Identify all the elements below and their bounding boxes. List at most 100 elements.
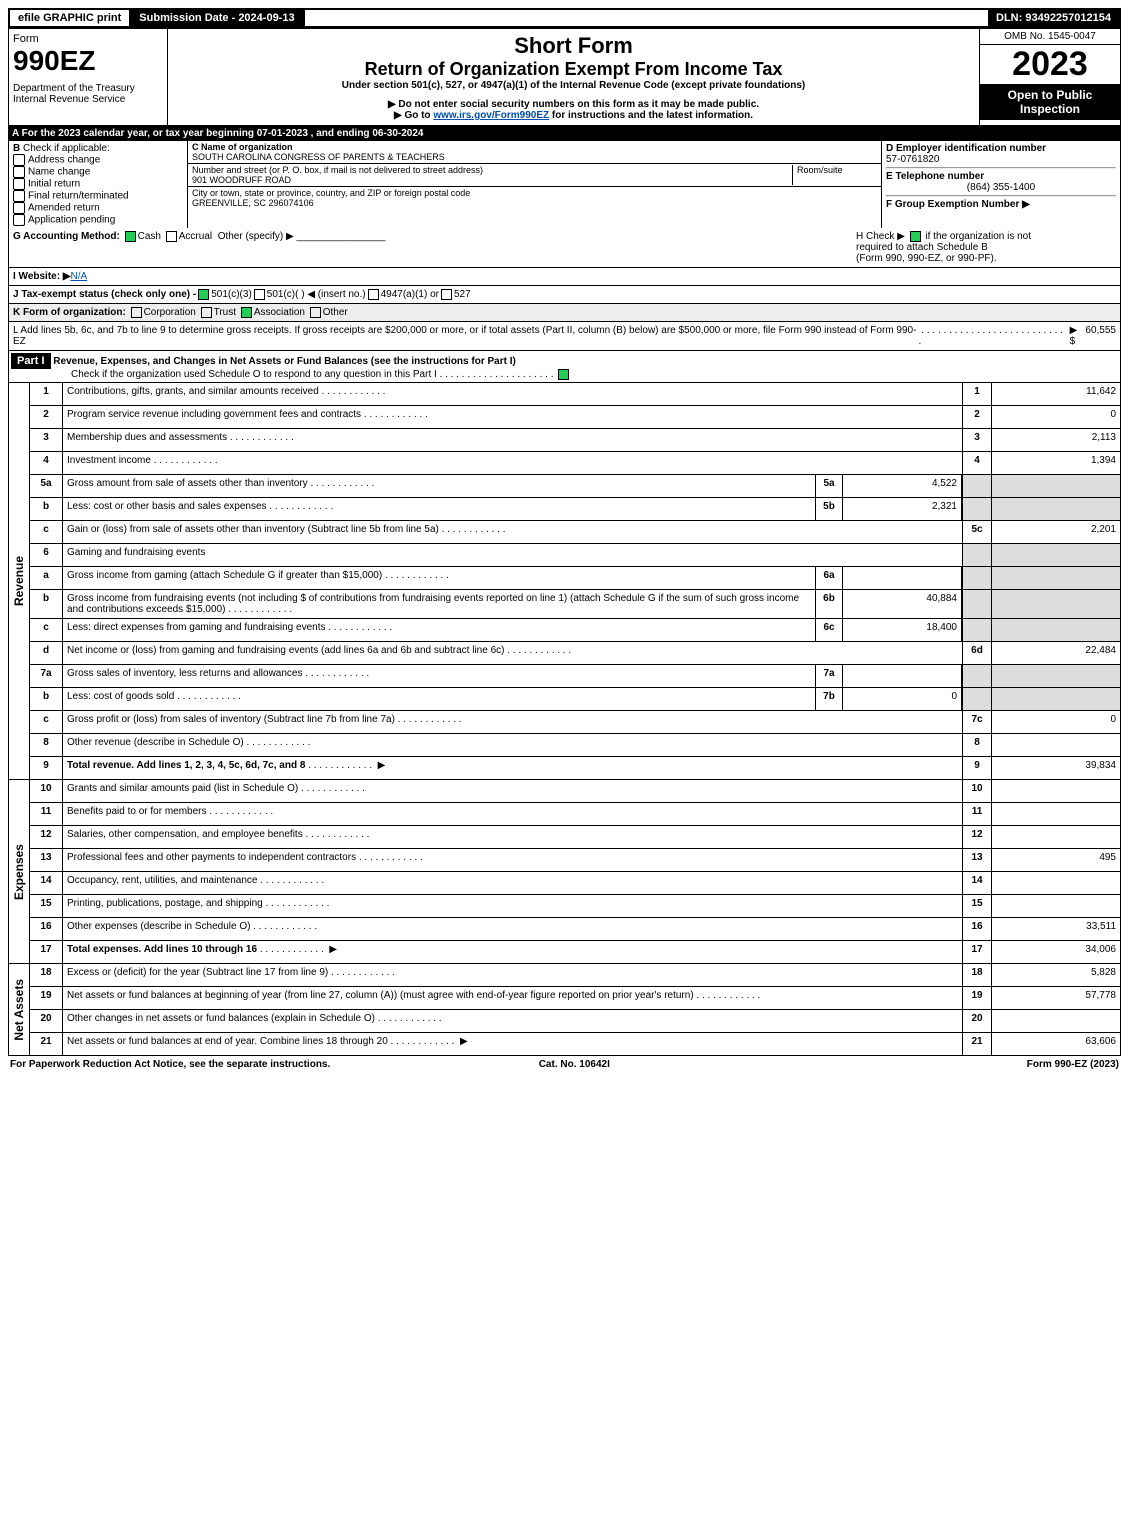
check-initial[interactable]: [13, 178, 25, 190]
check-other-org[interactable]: [310, 307, 321, 318]
page-footer: For Paperwork Reduction Act Notice, see …: [8, 1056, 1121, 1073]
ln-cell: 9: [962, 757, 992, 779]
line-l13: 13Professional fees and other payments t…: [30, 849, 1120, 872]
check-527[interactable]: [441, 289, 452, 300]
row-l: L Add lines 5b, 6c, and 7b to line 9 to …: [8, 322, 1121, 351]
line-desc: Other changes in net assets or fund bala…: [63, 1010, 962, 1032]
line-num: 1: [30, 383, 63, 405]
ln-cell: 20: [962, 1010, 992, 1032]
top-bar: efile GRAPHIC print Submission Date - 20…: [8, 8, 1121, 28]
line-desc: Occupancy, rent, utilities, and maintena…: [63, 872, 962, 894]
check-corp[interactable]: [131, 307, 142, 318]
line-desc: Gaming and fundraising events: [63, 544, 962, 566]
line-num: 4: [30, 452, 63, 474]
header-left: Form 990EZ Department of the Treasury In…: [9, 29, 168, 125]
check-cash[interactable]: [125, 231, 136, 242]
j-a: 501(c)(3): [211, 289, 252, 300]
check-name-change[interactable]: [13, 166, 25, 178]
j-d: 527: [454, 289, 471, 300]
ln-cell-grey: [962, 498, 992, 520]
dept-treasury: Department of the Treasury Internal Reve…: [13, 83, 163, 105]
val-cell: [992, 895, 1120, 917]
form-number: 990EZ: [13, 45, 163, 77]
ln-cell: 16: [962, 918, 992, 940]
line-num: 3: [30, 429, 63, 451]
part1-sub: Check if the organization used Schedule …: [71, 369, 437, 380]
line-desc: Salaries, other compensation, and employ…: [63, 826, 962, 848]
ln-cell: 14: [962, 872, 992, 894]
line-desc: Excess or (deficit) for the year (Subtra…: [63, 964, 962, 986]
opt-initial: Initial return: [28, 179, 80, 190]
line-desc: Net assets or fund balances at end of ye…: [63, 1033, 962, 1055]
row-j: J Tax-exempt status (check only one) - 5…: [8, 286, 1121, 304]
val-cell: 2,201: [992, 521, 1120, 543]
line-num: 12: [30, 826, 63, 848]
mid-line-num: 6a: [815, 567, 843, 589]
h-text3: required to attach Schedule B: [856, 242, 988, 253]
revenue-block: Revenue 1Contributions, gifts, grants, a…: [8, 383, 1121, 780]
irs-link[interactable]: www.irs.gov/Form990EZ: [433, 110, 549, 121]
ln-cell: 19: [962, 987, 992, 1009]
city-box: City or town, state or province, country…: [188, 187, 881, 209]
expenses-block: Expenses 10Grants and similar amounts pa…: [8, 780, 1121, 964]
check-accrual[interactable]: [166, 231, 177, 242]
check-501c3[interactable]: [198, 289, 209, 300]
city-value: GREENVILLE, SC 296074106: [192, 198, 314, 208]
ln-cell: 17: [962, 941, 992, 963]
street-box: Number and street (or P. O. box, if mail…: [188, 164, 881, 187]
line-num: 21: [30, 1033, 63, 1055]
line-num: 2: [30, 406, 63, 428]
check-trust[interactable]: [201, 307, 212, 318]
section-h: H Check ▶ if the organization is not req…: [856, 231, 1116, 264]
val-cell: 22,484: [992, 642, 1120, 664]
mid-line-num: 6c: [815, 619, 843, 641]
line-num: 13: [30, 849, 63, 871]
line-l11: 11Benefits paid to or for members . . . …: [30, 803, 1120, 826]
check-final[interactable]: [13, 190, 25, 202]
val-cell: [992, 1010, 1120, 1032]
check-assoc[interactable]: [241, 307, 252, 318]
line-num: 5a: [30, 475, 63, 497]
row-k: K Form of organization: Corporation Trus…: [8, 304, 1121, 322]
ln-cell: 3: [962, 429, 992, 451]
ln-cell: 10: [962, 780, 992, 802]
line-num: 6: [30, 544, 63, 566]
line-l3: 3Membership dues and assessments . . . .…: [30, 429, 1120, 452]
mid-line-num: 7a: [815, 665, 843, 687]
check-address-change[interactable]: [13, 154, 25, 166]
line-desc: Net assets or fund balances at beginning…: [63, 987, 962, 1009]
line-num: 8: [30, 734, 63, 756]
val-cell: 33,511: [992, 918, 1120, 940]
line-l5b: bLess: cost or other basis and sales exp…: [30, 498, 1120, 521]
opt-final: Final return/terminated: [28, 191, 129, 202]
line-l17: 17Total expenses. Add lines 10 through 1…: [30, 941, 1120, 963]
netassets-lines: 18Excess or (deficit) for the year (Subt…: [30, 964, 1120, 1055]
line-l6b: bGross income from fundraising events (n…: [30, 590, 1120, 619]
efile-label: efile GRAPHIC print: [10, 10, 131, 26]
line-num: 15: [30, 895, 63, 917]
check-4947[interactable]: [368, 289, 379, 300]
check-amended[interactable]: [13, 202, 25, 214]
form-word: Form: [13, 33, 163, 45]
j-b: 501(c)( ) ◀ (insert no.): [267, 289, 366, 300]
website-value[interactable]: N/A: [71, 271, 88, 282]
mid-line-val: 2,321: [843, 498, 962, 520]
city-label: City or town, state or province, country…: [192, 188, 470, 198]
val-cell: [992, 872, 1120, 894]
line-desc: Less: cost or other basis and sales expe…: [63, 498, 815, 520]
line-desc: Net income or (loss) from gaming and fun…: [63, 642, 962, 664]
check-501c[interactable]: [254, 289, 265, 300]
line-desc: Gross income from gaming (attach Schedul…: [63, 567, 815, 589]
line-l5c: cGain or (loss) from sale of assets othe…: [30, 521, 1120, 544]
check-schedule-o[interactable]: [558, 369, 569, 380]
line-desc: Membership dues and assessments . . . . …: [63, 429, 962, 451]
ln-cell: 2: [962, 406, 992, 428]
k-b: Trust: [214, 307, 236, 318]
val-cell: 57,778: [992, 987, 1120, 1009]
check-h[interactable]: [910, 231, 921, 242]
room-label: Room/suite: [792, 165, 877, 185]
check-pending[interactable]: [13, 214, 25, 226]
val-cell: 495: [992, 849, 1120, 871]
opt-name: Name change: [28, 167, 90, 178]
sub1: Under section 501(c), 527, or 4947(a)(1)…: [172, 80, 975, 91]
